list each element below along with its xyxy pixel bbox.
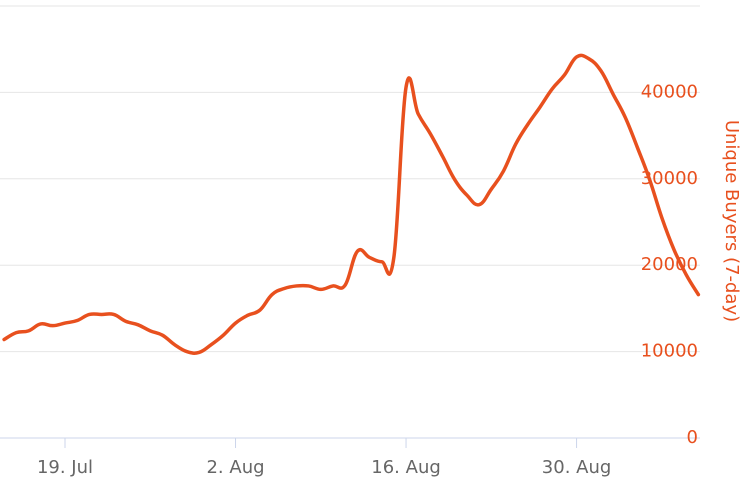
y2-tick-label: 30000	[641, 168, 698, 189]
x-tick-label: 19. Jul	[37, 457, 93, 478]
y2-tick-label: 20000	[641, 254, 698, 275]
y2-axis-title: Unique Buyers (7-day)	[721, 120, 742, 322]
y2-tick-label: 40000	[641, 81, 698, 102]
line-series	[2, 53, 701, 355]
y2-tick-label: 0	[687, 427, 698, 448]
x-tick-label: 2. Aug	[206, 457, 264, 478]
x-tick-label: 16. Aug	[371, 457, 441, 478]
x-tick-label: 30. Aug	[542, 457, 612, 478]
y2-tick-label: 10000	[641, 341, 698, 362]
